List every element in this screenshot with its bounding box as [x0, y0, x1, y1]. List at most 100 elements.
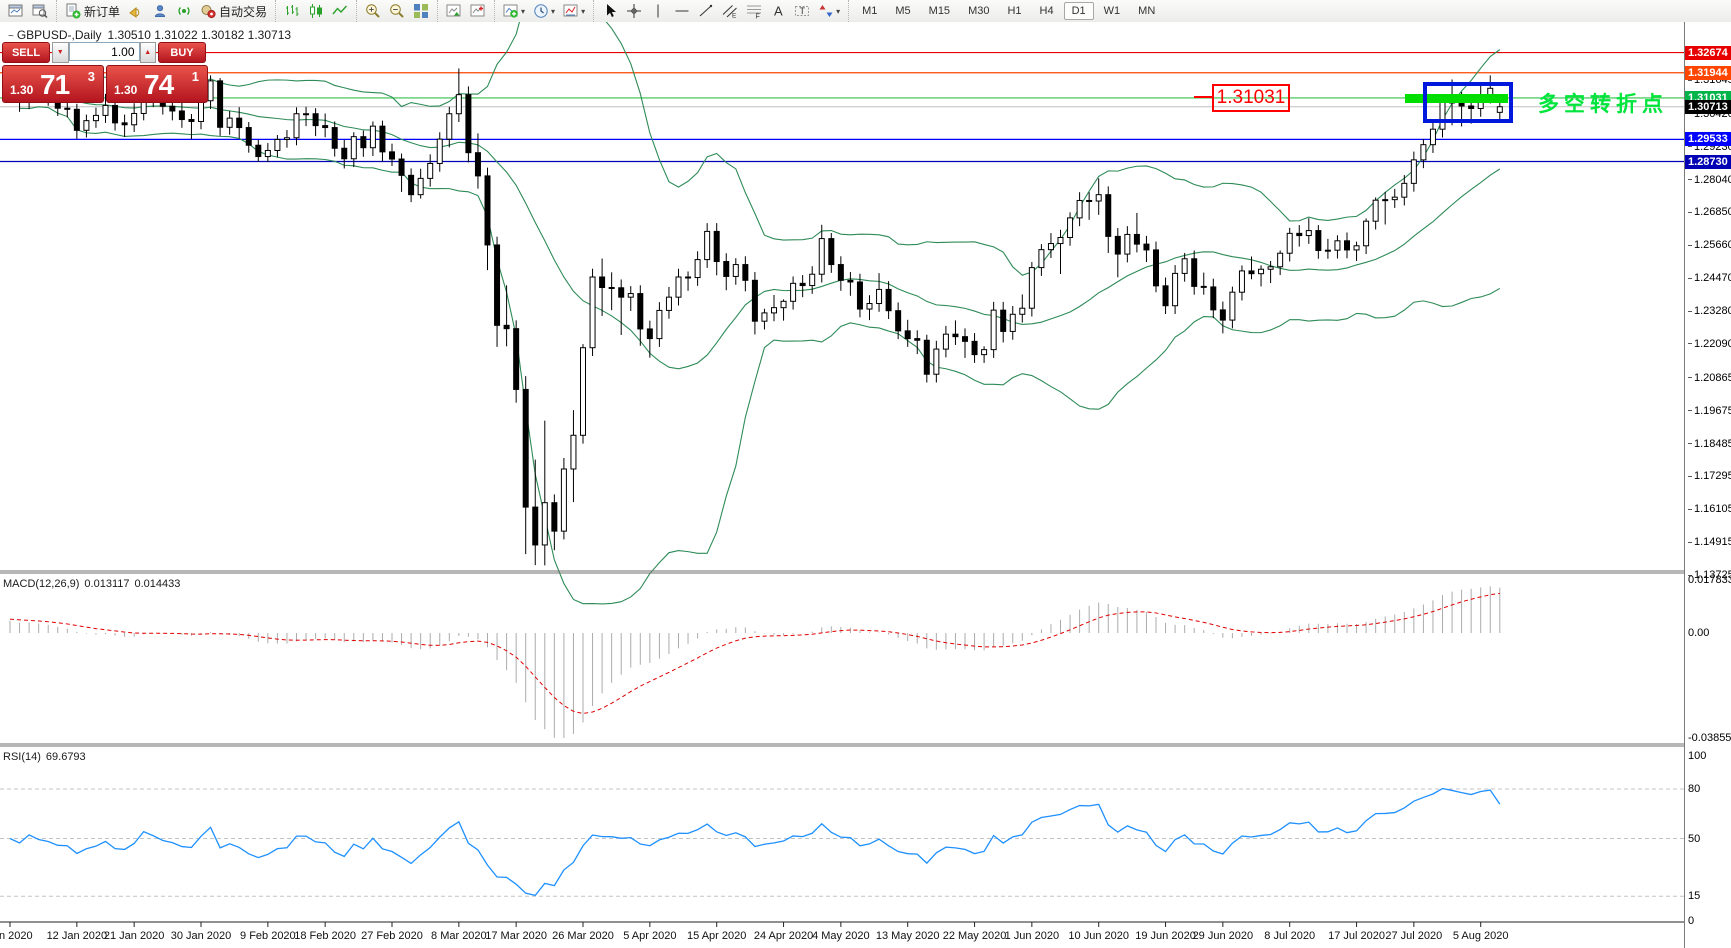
buy-price-box[interactable]: 1.30 74 1	[106, 65, 208, 103]
date-label: 24 Apr 2020	[753, 930, 814, 942]
volume-stepper: ▼ ▲	[52, 42, 156, 63]
cursor-icon	[602, 3, 618, 19]
volume-input[interactable]	[68, 42, 140, 61]
news-signal-button[interactable]	[172, 0, 196, 22]
new-order-button[interactable]: 新订单	[61, 0, 124, 22]
auto-trading-button[interactable]: 自动交易	[196, 0, 271, 22]
rsi-value: 69.6793	[45, 751, 86, 763]
price-axis-tick: 1.13725	[1688, 569, 1731, 581]
line-price-chip: 1.28730	[1685, 154, 1731, 169]
date-label: 10 Jun 2020	[1068, 930, 1129, 942]
timeframe-button-d1[interactable]: D1	[1063, 2, 1094, 20]
timeframe-button-m30[interactable]: M30	[968, 5, 990, 17]
timeframe-button-m5[interactable]: M5	[895, 5, 911, 17]
sell-button[interactable]: SELL	[2, 42, 50, 63]
alert-horn-icon	[128, 3, 144, 19]
text-label-icon: T	[794, 3, 810, 19]
line-chart-button[interactable]	[328, 0, 352, 22]
crosshair-button[interactable]	[622, 0, 646, 22]
toolbar: 新订单 自动交易 ▾ ▾ ▾ E F A T ▾ M1 M5 M15 M30 H1 H4 D1 W1 MN	[0, 0, 1731, 23]
templates-button[interactable]: ▾	[559, 0, 589, 22]
chart-window-button[interactable]	[4, 0, 28, 22]
timeframe-button-m15[interactable]: M15	[928, 5, 951, 17]
rsi-scale-label: 50	[1688, 832, 1701, 845]
rsi-name: RSI(14)	[3, 751, 41, 763]
sell-price-box[interactable]: 1.30 71 3	[2, 65, 104, 103]
timeframe-button-w1[interactable]: W1	[1103, 5, 1121, 17]
price-callout[interactable]: 1.31031	[1212, 84, 1290, 112]
channel-button[interactable]: E	[718, 0, 742, 22]
buy-price-whole: 1.30	[114, 83, 138, 97]
turning-point-label[interactable]: 多空转折点	[1538, 93, 1668, 116]
community-icon	[152, 3, 168, 19]
toolbar-group	[437, 0, 494, 22]
date-label: 12 Jan 2020	[46, 930, 108, 942]
consolidation-box[interactable]	[1423, 82, 1513, 123]
volume-decrease-button[interactable]: ▼	[52, 42, 69, 63]
chevron-down-icon[interactable]: ▾	[836, 6, 841, 16]
date-label: 15 Apr 2020	[687, 930, 747, 942]
chart-panel[interactable]: ~ GBPUSD-,Daily 1.30510 1.31022 1.30182 1.…	[0, 22, 1731, 948]
chevron-down-icon[interactable]: ▾	[551, 6, 556, 16]
line-price-chip: 1.32674	[1685, 45, 1731, 60]
bid-price-chip: 1.30713	[1685, 99, 1731, 114]
toolbar-button-label: 新订单	[84, 4, 121, 19]
indicators-icon	[503, 3, 519, 19]
text-button[interactable]: A	[766, 0, 790, 22]
zoom-out-icon	[389, 3, 405, 19]
price-axis-tick: 1.25660	[1688, 239, 1731, 251]
macd-main-value: 0.013117	[84, 578, 130, 590]
tile-windows-button[interactable]	[409, 0, 433, 22]
bar-chart-button[interactable]	[280, 0, 304, 22]
chart-shift-button[interactable]	[466, 0, 490, 22]
horizontal-line-button[interactable]	[670, 0, 694, 22]
timeframe-button-h4[interactable]: H4	[1039, 5, 1054, 17]
chart-window-icon	[8, 3, 24, 19]
date-label: 29 Jun 2020	[1192, 930, 1254, 942]
zoom-in-button[interactable]	[361, 0, 385, 22]
fibonacci-button[interactable]: F	[742, 0, 766, 22]
toolbar-group: ▾ ▾ ▾	[494, 0, 593, 22]
chart-canvas[interactable]	[0, 22, 1684, 948]
price-axis-tick: 1.19675	[1688, 405, 1731, 417]
profile-button[interactable]	[28, 0, 52, 22]
date-label: Jan 2020	[0, 930, 33, 942]
candlestick-chart-button[interactable]	[304, 0, 328, 22]
macd-scale-label: 0.00	[1688, 627, 1710, 639]
trendline-button[interactable]	[694, 0, 718, 22]
support-highlight-bar[interactable]	[1405, 94, 1508, 103]
indicators-button[interactable]: ▾	[499, 0, 529, 22]
price-axis-tick: 1.28040	[1688, 174, 1731, 186]
toolbar-group	[356, 0, 437, 22]
vertical-line-icon	[650, 3, 666, 19]
price-axis[interactable]: 1.31645 1.30420 1.29230 1.28040 1.26850 1.256…	[1684, 22, 1731, 948]
zoom-out-button[interactable]	[385, 0, 409, 22]
macd-signal-value: 0.014433	[134, 578, 181, 590]
vertical-line-button[interactable]	[646, 0, 670, 22]
timeframe-button-m1[interactable]: M1	[862, 5, 878, 17]
svg-text:F: F	[756, 14, 760, 20]
new-order-icon	[65, 3, 81, 19]
date-label: 4 May 2020	[812, 930, 870, 942]
volume-increase-button[interactable]: ▲	[139, 42, 156, 63]
auto-scroll-button[interactable]	[442, 0, 466, 22]
buy-button[interactable]: BUY	[158, 42, 206, 63]
arrows-button[interactable]: ▾	[814, 0, 844, 22]
date-label: 1 Jun 2020	[1004, 930, 1060, 942]
date-label: 8 Jul 2020	[1264, 930, 1316, 942]
chevron-down-icon[interactable]: ▾	[581, 6, 586, 16]
date-label: 5 Aug 2020	[1452, 930, 1509, 942]
periods-button[interactable]: ▾	[529, 0, 559, 22]
text-label-button[interactable]: T	[790, 0, 814, 22]
line-chart-icon	[332, 3, 348, 19]
line-price-chip: 1.29533	[1685, 132, 1731, 147]
chevron-down-icon[interactable]: ▾	[521, 6, 526, 16]
cursor-button[interactable]	[598, 0, 622, 22]
community-button[interactable]	[148, 0, 172, 22]
alert-horn-button[interactable]	[124, 0, 148, 22]
news-signal-icon	[176, 3, 192, 19]
timeframe-button-mn[interactable]: MN	[1138, 5, 1156, 17]
bar-chart-icon	[284, 3, 300, 19]
timeframe-button-h1[interactable]: H1	[1007, 5, 1022, 17]
